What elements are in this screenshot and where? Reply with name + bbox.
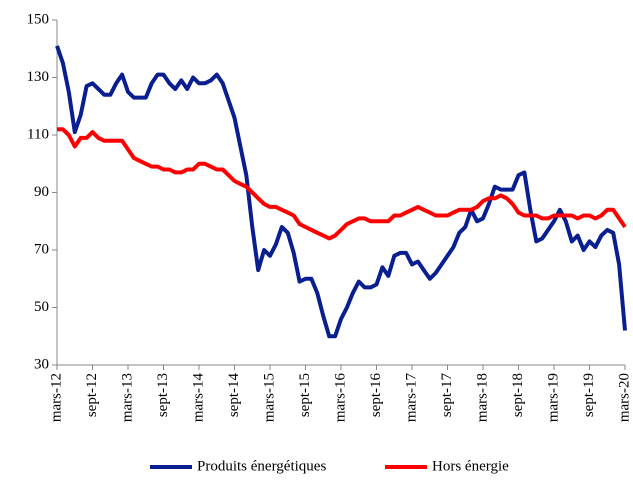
y-tick-label: 150 — [27, 11, 50, 27]
y-tick-label: 50 — [34, 299, 49, 315]
legend-label: Produits énergétiques — [197, 458, 326, 474]
x-tick-label: sept-14 — [226, 373, 242, 418]
x-tick-label: sept-13 — [155, 373, 171, 417]
y-tick-label: 130 — [27, 69, 50, 85]
x-tick-label: mars-12 — [48, 373, 64, 422]
x-tick-label: mars-15 — [261, 373, 277, 422]
x-tick-label: sept-18 — [510, 373, 526, 417]
x-tick-label: sept-16 — [368, 373, 384, 418]
x-tick-label: mars-17 — [403, 373, 419, 423]
x-tick-label: sept-19 — [581, 373, 597, 417]
y-tick-label: 70 — [34, 241, 49, 257]
x-tick-label: mars-14 — [190, 373, 206, 423]
x-tick-label: sept-17 — [439, 373, 455, 418]
x-tick-label: sept-15 — [297, 373, 313, 417]
x-tick-label: mars-18 — [474, 373, 490, 422]
series-line — [55, 45, 627, 339]
y-tick-label: 30 — [34, 356, 49, 372]
x-tick-label: mars-13 — [119, 373, 135, 422]
y-tick-label: 90 — [34, 184, 49, 200]
y-tick-label: 110 — [27, 126, 49, 142]
x-tick-label: mars-16 — [332, 373, 348, 423]
x-tick-label: sept-12 — [84, 373, 100, 417]
x-tick-label: mars-20 — [616, 373, 632, 422]
legend-label: Hors énergie — [432, 458, 509, 474]
x-tick-label: mars-19 — [545, 373, 561, 422]
series-line — [57, 127, 627, 241]
